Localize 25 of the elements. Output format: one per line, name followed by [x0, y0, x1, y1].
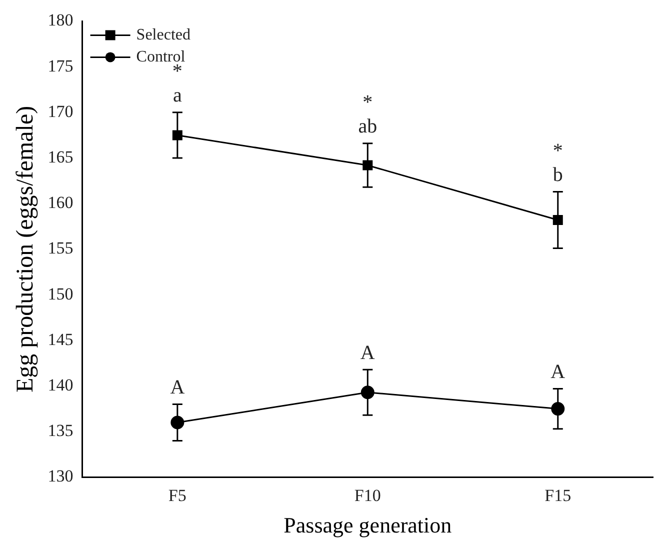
annotation: b: [552, 164, 563, 186]
annotation: *: [552, 140, 563, 162]
annotation: A: [170, 376, 186, 398]
y-tick-label: 165: [48, 147, 74, 166]
y-tick-label: 170: [48, 102, 74, 121]
y-tick-label: 160: [48, 193, 74, 212]
y-tick-label: 145: [48, 330, 74, 349]
x-axis-title: Passage generation: [284, 512, 452, 538]
y-tick-label: 150: [48, 284, 74, 304]
annotation: a: [172, 84, 182, 107]
y-axis-title: Egg production (eggs/female): [12, 106, 39, 392]
x-tick-label: F5: [168, 486, 186, 505]
annotation: ab: [358, 116, 378, 138]
annotation: A: [360, 342, 376, 364]
y-tick-label: 175: [48, 56, 74, 76]
x-tick-label: F15: [544, 486, 572, 505]
x-tick-label: F10: [354, 486, 381, 505]
y-tick-label: 130: [48, 466, 74, 486]
annotation: *: [362, 92, 373, 114]
y-tick-label: 140: [48, 375, 74, 394]
annotation: A: [550, 360, 566, 383]
y-tick-label: 155: [48, 238, 74, 258]
y-tick-label: 180: [48, 10, 74, 30]
y-tick-label: 135: [48, 421, 74, 440]
legend-label: Selected: [136, 26, 191, 44]
